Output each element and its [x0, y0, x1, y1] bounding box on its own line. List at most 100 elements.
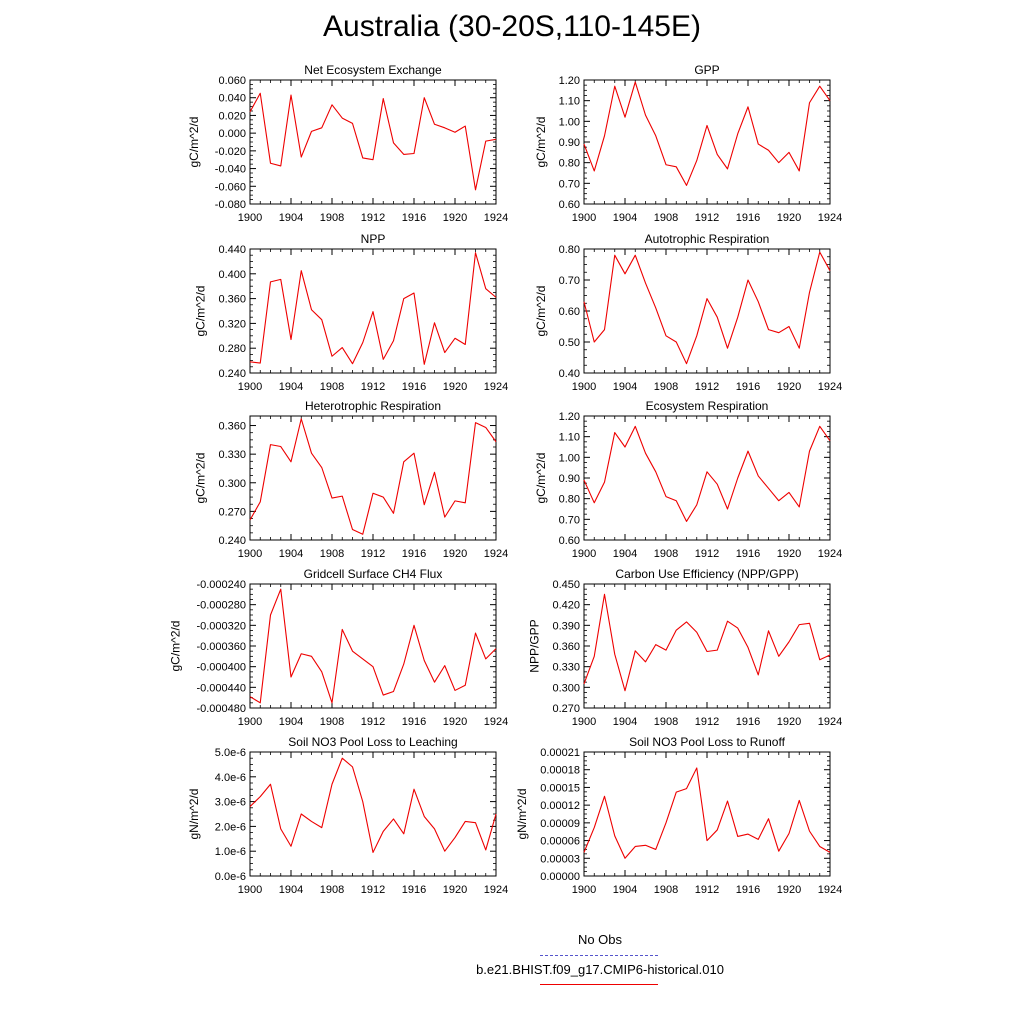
chart-3-x-tick-label: 1924: [484, 381, 508, 393]
chart-3-y-tick-label: 0.280: [218, 343, 246, 355]
chart-6-x-tick-label: 1900: [572, 548, 596, 560]
chart-8-x-tick-label: 1908: [654, 716, 678, 728]
chart-1-y-tick-label: -0.040: [215, 164, 246, 176]
chart-4-y-tick-label: 0.80: [559, 244, 580, 256]
chart-9-x-tick-label: 1900: [238, 884, 262, 896]
chart-2-y-tick-label: 0.80: [559, 158, 580, 170]
chart-3-frame: [249, 248, 497, 374]
chart-1-x-tick-label: 1900: [238, 212, 262, 224]
chart-7-y-tick-label: -0.000360: [196, 641, 246, 653]
chart-6-x-tick-label: 1908: [654, 548, 678, 560]
chart-7-y-tick-label: -0.000320: [196, 620, 246, 632]
chart-10-y-tick-label: 0.00021: [540, 747, 580, 759]
chart-9-y-tick-label: 1.0e-6: [215, 846, 246, 858]
chart-6-y-tick-label: 1.00: [559, 452, 580, 464]
chart-2-x-tick-label: 1912: [695, 212, 719, 224]
chart-6-x-tick-label: 1916: [736, 548, 760, 560]
chart-5-series-line: [249, 418, 497, 535]
chart-9-x-tick-label: 1904: [279, 884, 303, 896]
chart-5-title: Heterotrophic Respiration: [305, 399, 441, 413]
chart-10-y-tick-label: 0.00003: [540, 853, 580, 865]
chart-6-y-tick-label: 0.80: [559, 494, 580, 506]
chart-1-frame: [249, 79, 497, 205]
chart-2-x-tick-label: 1900: [572, 212, 596, 224]
chart-4-y-tick-label: 0.60: [559, 306, 580, 318]
chart-2-y-tick-label: 0.90: [559, 137, 580, 149]
chart-10-title: Soil NO3 Pool Loss to Runoff: [629, 735, 786, 749]
chart-6-y-tick-label: 1.10: [559, 432, 580, 444]
chart-8-x-tick-label: 1900: [572, 716, 596, 728]
chart-3-x-tick-label: 1916: [402, 381, 426, 393]
chart-7-x-tick-label: 1924: [484, 716, 508, 728]
chart-10-y-label: gN/m^2/d: [515, 789, 529, 840]
chart-7-x-tick-label: 1912: [361, 716, 385, 728]
chart-4-frame: [583, 248, 831, 374]
chart-7-x-tick-label: 1920: [443, 716, 467, 728]
chart-3-title: NPP: [361, 232, 386, 246]
chart-3-y-tick-label: 0.360: [218, 294, 246, 306]
figure-title: Australia (30-20S,110-145E): [323, 10, 701, 43]
chart-10-x-tick-label: 1912: [695, 884, 719, 896]
chart-4-series-line: [583, 251, 831, 365]
chart-7-x-tick-label: 1916: [402, 716, 426, 728]
chart-8-y-label: NPP/GPP: [528, 619, 542, 672]
chart-10-x-tick-label: 1904: [613, 884, 637, 896]
chart-8-y-tick-label: 0.360: [552, 641, 580, 653]
chart-10-frame: [583, 751, 831, 877]
chart-10-x-tick-label: 1916: [736, 884, 760, 896]
chart-2-y-tick-label: 1.10: [559, 96, 580, 108]
chart-7-y-tick-label: -0.000440: [196, 682, 246, 694]
chart-9-y-tick-label: 4.0e-6: [215, 772, 246, 784]
chart-8-x-tick-label: 1920: [777, 716, 801, 728]
chart-8-y-tick-label: 0.450: [552, 579, 580, 591]
chart-5-x-tick-label: 1916: [402, 548, 426, 560]
chart-8-y-tick-label: 0.300: [552, 682, 580, 694]
chart-8-y-tick-label: 0.270: [552, 703, 580, 715]
chart-4-x-tick-label: 1912: [695, 381, 719, 393]
chart-2-x-tick-label: 1904: [613, 212, 637, 224]
chart-4-x-tick-label: 1920: [777, 381, 801, 393]
chart-4-y-tick-label: 0.50: [559, 337, 580, 349]
chart-10-x-tick-label: 1908: [654, 884, 678, 896]
chart-4-title: Autotrophic Respiration: [645, 232, 770, 246]
chart-8-x-tick-label: 1916: [736, 716, 760, 728]
chart-3-y-label: gC/m^2/d: [194, 286, 208, 337]
chart-10-x-tick-label: 1924: [818, 884, 842, 896]
chart-4-x-tick-label: 1908: [654, 381, 678, 393]
chart-6-y-tick-label: 0.90: [559, 473, 580, 485]
chart-2-series-line: [583, 81, 831, 186]
chart-9-x-tick-label: 1916: [402, 884, 426, 896]
chart-6-title: Ecosystem Respiration: [646, 399, 769, 413]
chart-1-x-tick-label: 1904: [279, 212, 303, 224]
chart-10-x-tick-label: 1920: [777, 884, 801, 896]
chart-8-series-line: [583, 593, 831, 692]
chart-3-x-tick-label: 1912: [361, 381, 385, 393]
chart-1-title: Net Ecosystem Exchange: [304, 63, 442, 77]
chart-2-x-tick-label: 1908: [654, 212, 678, 224]
chart-5-x-tick-label: 1924: [484, 548, 508, 560]
chart-10-y-tick-label: 0.00015: [540, 782, 580, 794]
chart-4-x-tick-label: 1916: [736, 381, 760, 393]
chart-9-title: Soil NO3 Pool Loss to Leaching: [288, 735, 457, 749]
chart-5-x-tick-label: 1904: [279, 548, 303, 560]
chart-1-y-tick-label: -0.080: [215, 199, 246, 211]
chart-3-y-tick-label: 0.400: [218, 269, 246, 281]
chart-6-series-line: [583, 425, 831, 522]
chart-8-title: Carbon Use Efficiency (NPP/GPP): [615, 567, 798, 581]
chart-4-x-tick-label: 1924: [818, 381, 842, 393]
chart-8-x-tick-label: 1924: [818, 716, 842, 728]
chart-2-x-tick-label: 1920: [777, 212, 801, 224]
chart-4-x-tick-label: 1900: [572, 381, 596, 393]
chart-5-y-tick-label: 0.270: [218, 506, 246, 518]
chart-10-x-tick-label: 1900: [572, 884, 596, 896]
chart-5-y-tick-label: 0.330: [218, 449, 246, 461]
chart-1-x-tick-label: 1916: [402, 212, 426, 224]
chart-6-y-tick-label: 0.60: [559, 535, 580, 547]
chart-4-x-tick-label: 1904: [613, 381, 637, 393]
chart-6-x-tick-label: 1904: [613, 548, 637, 560]
chart-8-x-tick-label: 1912: [695, 716, 719, 728]
chart-2-y-label: gC/m^2/d: [534, 117, 548, 168]
chart-8-y-tick-label: 0.420: [552, 600, 580, 612]
chart-2-x-tick-label: 1916: [736, 212, 760, 224]
chart-5-y-label: gC/m^2/d: [194, 453, 208, 504]
